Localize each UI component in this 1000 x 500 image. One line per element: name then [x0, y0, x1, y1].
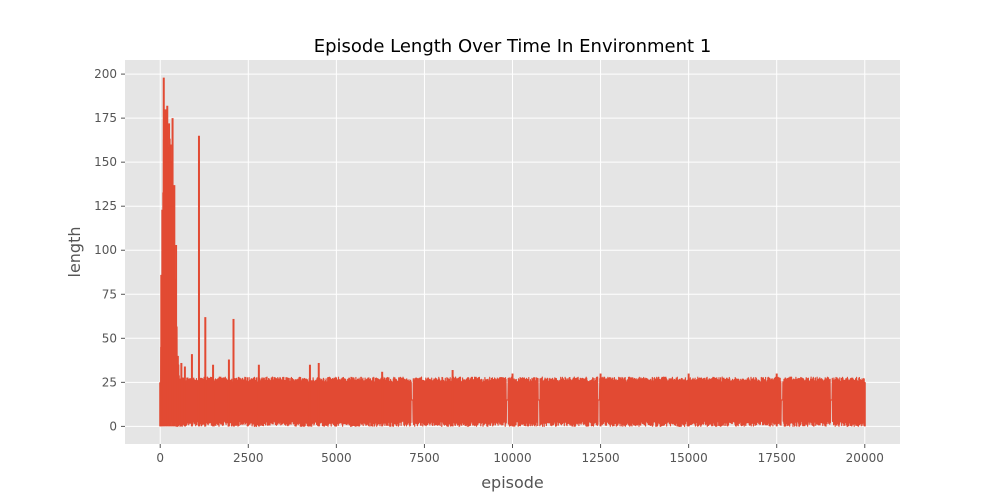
y-tick-label: 150 — [94, 155, 117, 169]
x-tick-label: 17500 — [758, 451, 796, 465]
x-axis-ticks: 0 2500 5000 7500 10000 12500 15000 17500 20000 — [156, 444, 884, 465]
y-axis-label: length — [65, 227, 84, 278]
x-tick-label: 7500 — [409, 451, 440, 465]
y-axis-ticks: 0 25 50 75 100 125 150 175 200 — [94, 67, 125, 433]
x-tick-label: 20000 — [846, 451, 884, 465]
y-tick-label: 25 — [102, 375, 117, 389]
y-tick-label: 200 — [94, 67, 117, 81]
y-tick-label: 0 — [109, 419, 117, 433]
y-tick-label: 100 — [94, 243, 117, 257]
x-tick-label: 12500 — [581, 451, 619, 465]
y-tick-label: 75 — [102, 287, 117, 301]
y-tick-label: 175 — [94, 111, 117, 125]
x-tick-label: 5000 — [321, 451, 352, 465]
y-tick-label: 125 — [94, 199, 117, 213]
chart-title: Episode Length Over Time In Environment … — [314, 36, 712, 57]
y-tick-label: 50 — [102, 331, 117, 345]
x-tick-label: 10000 — [493, 451, 531, 465]
x-axis-label: episode — [481, 473, 544, 492]
series-layer — [159, 77, 866, 427]
x-tick-label: 0 — [156, 451, 164, 465]
x-tick-label: 2500 — [233, 451, 264, 465]
x-tick-label: 15000 — [670, 451, 708, 465]
